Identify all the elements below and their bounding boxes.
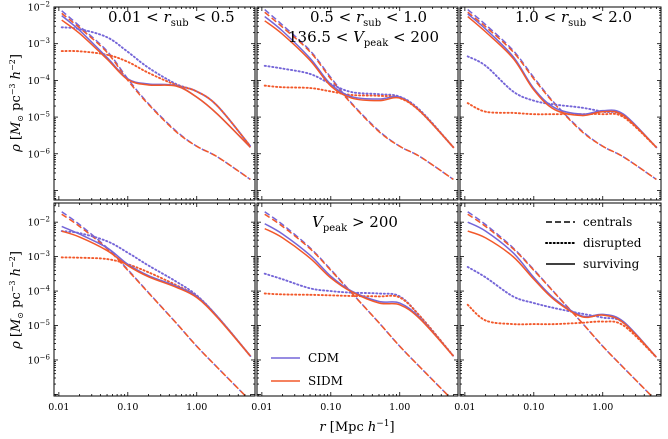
series-sidm-surviving bbox=[467, 15, 657, 148]
x-tick-label: 1.00 bbox=[389, 402, 410, 413]
x-tick-label: 0.01 bbox=[48, 402, 69, 413]
x-tick-label: 0.10 bbox=[320, 402, 341, 413]
series-cdm-surviving bbox=[264, 223, 454, 357]
series-sidm-disrupted bbox=[466, 102, 658, 149]
series-sidm-surviving bbox=[61, 230, 251, 357]
y-axis-label: ρ [M⊙ pc−3 h−2] bbox=[8, 54, 25, 153]
series-cdm-disrupted bbox=[60, 230, 252, 357]
x-tick-label: 0.10 bbox=[117, 402, 138, 413]
series-cdm-disrupted bbox=[263, 64, 455, 149]
y-tick-label: 10−5 bbox=[28, 111, 50, 124]
panel-r1-c0: 10−6 10−5 10−4 10−3 10−2 0.01 0.10 1.00 bbox=[28, 202, 256, 413]
series-sidm-disrupted bbox=[466, 303, 658, 359]
panels: 10−6 10−5 10−4 10−3 10−2 0.01 < rsub < 0.5 0.5… bbox=[28, 1, 662, 413]
legend-line-styles: centrals disrupted surviving bbox=[545, 215, 642, 271]
series-sidm-centrals bbox=[61, 12, 251, 181]
series-cdm-disrupted bbox=[60, 26, 252, 148]
series-sidm-disrupted bbox=[60, 256, 252, 357]
y-tick-label: 10−3 bbox=[28, 37, 50, 50]
series-group bbox=[263, 9, 455, 181]
y-tick-label: 10−4 bbox=[28, 285, 51, 298]
legend-label-surviving: surviving bbox=[583, 257, 640, 271]
series-group bbox=[263, 211, 455, 396]
series-sidm-centrals bbox=[264, 213, 450, 396]
series-sidm-disrupted bbox=[60, 50, 252, 148]
series-group bbox=[60, 211, 252, 396]
y-axis-label-row1: ρ [M⊙ pc−3 h−2] bbox=[8, 251, 25, 350]
panel-annotation-1: 0.01 < rsub < 0.5 bbox=[108, 8, 235, 29]
series-sidm-centrals bbox=[61, 213, 247, 396]
series-cdm-disrupted bbox=[263, 272, 455, 357]
series-sidm-centrals bbox=[467, 213, 653, 396]
series-cdm-surviving bbox=[61, 225, 251, 357]
panel-frame bbox=[256, 202, 459, 397]
legend-models: CDM SIDM bbox=[271, 351, 343, 388]
panel-r1-c2: 0.01 0.10 1.00 centrals disrupted surviving bbox=[454, 202, 662, 413]
series-group bbox=[466, 211, 658, 396]
y-tick-label: 10−5 bbox=[28, 319, 50, 332]
y-tick-label: 10−3 bbox=[28, 250, 50, 263]
series-sidm-surviving bbox=[467, 230, 657, 358]
series-cdm-surviving bbox=[467, 13, 657, 148]
y-tick-label: 10−4 bbox=[28, 74, 51, 87]
series-group bbox=[466, 9, 658, 181]
panel-frame bbox=[459, 202, 662, 397]
y-tick-label: 10−2 bbox=[28, 1, 50, 14]
legend-label-sidm: SIDM bbox=[308, 374, 343, 388]
y-tick-label: 10−2 bbox=[28, 216, 50, 229]
panel-frame bbox=[256, 6, 459, 201]
x-tick-label: 0.01 bbox=[251, 402, 272, 413]
series-cdm-surviving bbox=[467, 221, 657, 358]
legend-label-disrupted: disrupted bbox=[583, 236, 642, 250]
x-tick-label: 0.01 bbox=[454, 402, 475, 413]
series-sidm-surviving bbox=[264, 20, 454, 148]
panel-frame bbox=[459, 6, 662, 201]
series-cdm-disrupted bbox=[466, 55, 658, 149]
y-axis-label: ρ [M⊙ pc−3 h−2] bbox=[8, 251, 25, 350]
y-tick-label: 10−6 bbox=[28, 147, 51, 160]
x-tick-label: 1.00 bbox=[592, 402, 613, 413]
series-group bbox=[60, 10, 252, 181]
series-sidm-centrals bbox=[264, 11, 454, 181]
x-tick-label: 0.10 bbox=[523, 402, 544, 413]
panel-frame bbox=[53, 6, 256, 201]
series-sidm-disrupted bbox=[263, 292, 455, 357]
legend-label-cdm: CDM bbox=[308, 351, 339, 365]
panel-annotation-1: 1.0 < rsub < 2.0 bbox=[515, 8, 632, 29]
panel-annotation-2: 136.5 < Vpeak < 200 bbox=[288, 28, 439, 49]
legend-label-centrals: centrals bbox=[583, 215, 632, 229]
series-sidm-surviving bbox=[61, 19, 251, 148]
panel-annotation-1: 0.5 < rsub < 1.0 bbox=[310, 8, 427, 29]
panel-r1-c1: 0.01 0.10 1.00 Vpeak > 200 CDM SIDM bbox=[251, 202, 459, 413]
series-sidm-surviving bbox=[264, 227, 454, 357]
series-cdm-disrupted bbox=[466, 266, 658, 359]
y-tick-label: 10−6 bbox=[28, 353, 51, 366]
panel-frame bbox=[53, 202, 256, 397]
x-axis-label: r [Mpc h−1] bbox=[319, 419, 394, 435]
panel-r0-c0: 10−6 10−5 10−4 10−3 10−2 0.01 < rsub < 0.5 bbox=[28, 1, 256, 201]
panel-r0-c2: 1.0 < rsub < 2.0 bbox=[459, 6, 662, 201]
series-sidm-centrals bbox=[467, 11, 657, 181]
x-tick-label: 1.00 bbox=[186, 402, 207, 413]
axis-labels: r [Mpc h−1] ρ [M⊙ pc−3 h−2] ρ [M⊙ pc−3 h−2… bbox=[8, 54, 395, 435]
y-axis-label-row0: ρ [M⊙ pc−3 h−2] bbox=[8, 54, 25, 153]
panel-annotation-1: Vpeak > 200 bbox=[312, 213, 398, 234]
